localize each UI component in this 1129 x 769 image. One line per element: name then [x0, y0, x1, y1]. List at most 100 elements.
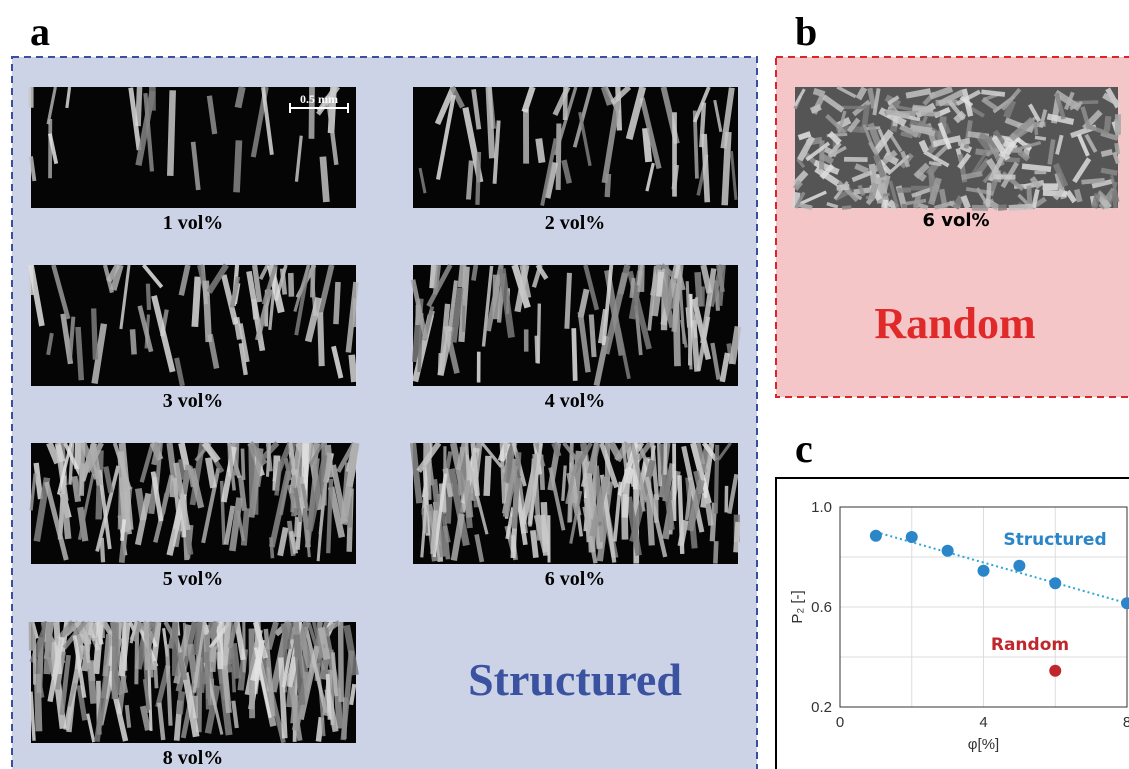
- fiber: [209, 646, 217, 673]
- fiber: [248, 444, 256, 509]
- fiber: [306, 454, 329, 532]
- fiber: [639, 97, 662, 170]
- fiber: [1042, 189, 1067, 197]
- fiber: [680, 319, 688, 348]
- fiber: [462, 264, 467, 306]
- fiber: [343, 624, 359, 676]
- fiber: [60, 493, 72, 540]
- fiber: [1112, 151, 1120, 165]
- fiber: [56, 442, 73, 495]
- fiber: [317, 264, 335, 314]
- fiber: [318, 452, 331, 535]
- fiber: [432, 473, 448, 558]
- fiber: [274, 461, 283, 496]
- fiber: [819, 153, 835, 165]
- fiber: [229, 497, 243, 552]
- fiber: [102, 634, 112, 677]
- fiber: [857, 184, 866, 197]
- fiber: [56, 620, 76, 641]
- fiber: [471, 264, 479, 281]
- fiber: [727, 473, 739, 515]
- fiber: [293, 264, 310, 313]
- fiber: [101, 620, 115, 638]
- fiber: [46, 332, 54, 356]
- fiber: [608, 441, 623, 461]
- fiber: [331, 345, 344, 379]
- panel-c-box: [775, 477, 1129, 769]
- fiber: [261, 441, 280, 460]
- fiber: [827, 130, 842, 146]
- fiber: [277, 527, 289, 557]
- fiber: [77, 473, 95, 540]
- fiber: [67, 682, 77, 707]
- x-axis-label: φ[%]: [968, 736, 999, 753]
- fiber: [201, 440, 221, 463]
- fiber: [713, 541, 719, 564]
- fiber: [1015, 140, 1042, 152]
- fiber: [900, 131, 914, 139]
- fiber: [118, 621, 131, 677]
- fiber: [1110, 174, 1120, 203]
- micrograph: [410, 263, 742, 387]
- fiber: [933, 200, 956, 210]
- y-tick-label: 0.6: [811, 599, 832, 616]
- fiber: [325, 673, 332, 720]
- fiber: [809, 103, 822, 114]
- fiber: [588, 314, 597, 358]
- fiber: [597, 308, 608, 344]
- fiber: [1100, 167, 1118, 176]
- fiber: [187, 466, 196, 488]
- fiber: [229, 276, 241, 308]
- fiber: [340, 442, 360, 525]
- fiber: [885, 109, 910, 119]
- fiber: [694, 272, 703, 307]
- fiber: [912, 106, 934, 113]
- y-axis-label: P₂ [-]: [789, 590, 806, 623]
- fiber: [46, 86, 57, 125]
- fiber: [337, 621, 344, 702]
- fiber: [173, 462, 191, 531]
- fiber: [701, 441, 719, 462]
- fiber: [928, 85, 954, 100]
- fiber: [1001, 87, 1022, 111]
- fiber: [991, 135, 1011, 161]
- fiber: [814, 166, 840, 187]
- fiber: [1052, 162, 1069, 188]
- fiber: [304, 457, 320, 548]
- fiber: [481, 265, 494, 347]
- fiber: [565, 464, 578, 505]
- fiber: [1103, 115, 1112, 132]
- fiber: [867, 122, 883, 149]
- fiber: [43, 621, 54, 675]
- fiber: [960, 194, 971, 210]
- fiber: [475, 151, 482, 205]
- fiber: [1091, 178, 1115, 189]
- fiber: [887, 95, 900, 105]
- fiber: [629, 442, 647, 501]
- fiber: [519, 264, 532, 299]
- fiber: [912, 192, 922, 209]
- fiber: [204, 651, 211, 710]
- panel-tag: Random: [874, 299, 1035, 348]
- fiber: [293, 634, 306, 706]
- micrograph: [29, 440, 360, 564]
- fiber: [981, 97, 998, 111]
- fiber: [1033, 122, 1039, 136]
- fiber: [106, 263, 121, 283]
- fiber: [571, 328, 578, 381]
- fiber: [798, 202, 813, 211]
- fiber: [647, 265, 658, 331]
- fiber: [216, 621, 224, 670]
- fiber: [1073, 100, 1099, 105]
- fiber: [317, 626, 331, 660]
- fiber: [544, 161, 558, 199]
- image-caption: 8 vol%: [163, 747, 224, 769]
- series-label: Structured: [1003, 530, 1106, 550]
- fiber: [221, 621, 232, 666]
- fiber: [681, 445, 705, 533]
- fiber: [1080, 106, 1092, 130]
- fiber: [416, 441, 442, 473]
- fiber: [304, 296, 322, 343]
- fiber: [826, 202, 839, 209]
- fiber: [51, 264, 71, 320]
